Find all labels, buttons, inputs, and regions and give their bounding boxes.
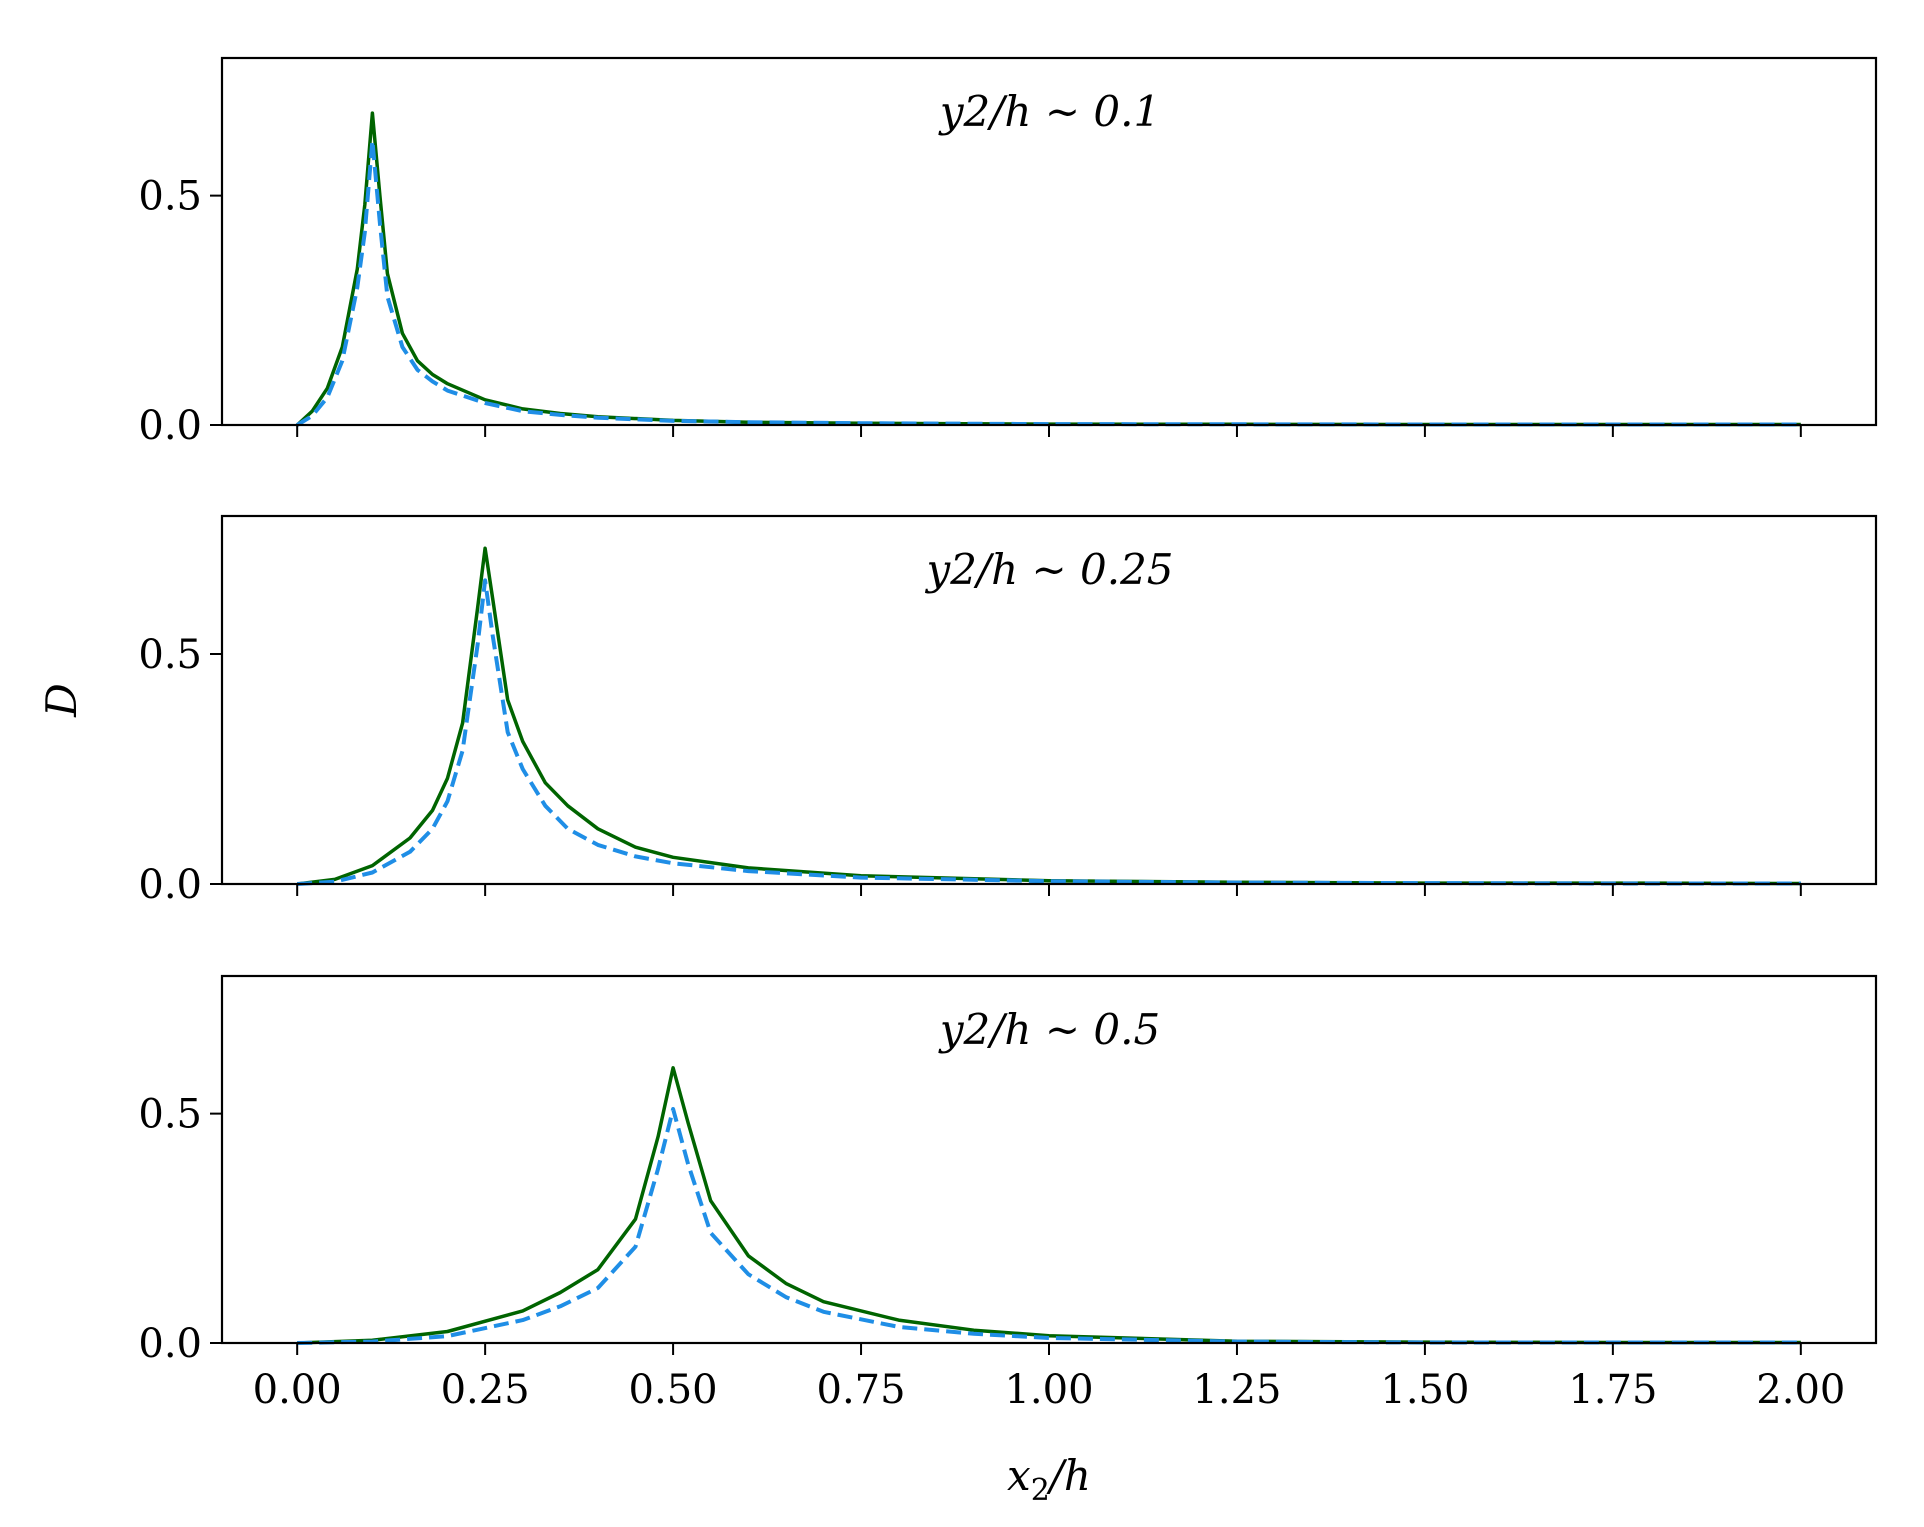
subplot-3: 0.0 0.5 0.00 0.25 0.50 0.75 1.00 1.25 1.50 1.75 2.… xyxy=(138,974,1878,1413)
x-tick-label: 0.75 xyxy=(817,1367,906,1413)
x-tick-label: 0.50 xyxy=(629,1367,718,1413)
x-tick-label: 1.75 xyxy=(1568,1367,1657,1413)
y-tick-label: 0.0 xyxy=(138,403,202,449)
panel-annotation: y2/h ~ 0.25 xyxy=(924,545,1173,594)
subplot-1: 0.0 0.5 y2/h ~ 0.1 xyxy=(138,56,1878,449)
series-solid-line-2 xyxy=(296,546,1801,886)
x-tick-label: 0.00 xyxy=(253,1367,342,1413)
subplot-2: 0.0 0.5 y2/h ~ 0.25 xyxy=(138,514,1878,908)
x-tick-label: 1.00 xyxy=(1004,1367,1093,1413)
y-tick-label: 0.5 xyxy=(138,174,202,220)
series-dashed-line-2 xyxy=(297,578,1801,886)
panel-annotation: y2/h ~ 0.1 xyxy=(938,87,1160,136)
series-solid-line-3 xyxy=(297,1066,1801,1345)
x-tick-label: 1.50 xyxy=(1380,1367,1469,1413)
x-axis-label: x2/h xyxy=(1007,1451,1091,1508)
y-tick-label: 0.0 xyxy=(138,1321,202,1367)
x-tick-label: 2.00 xyxy=(1756,1367,1845,1413)
x-tick-label: 1.25 xyxy=(1192,1367,1281,1413)
y-tick-label: 0.0 xyxy=(138,862,202,908)
panel-annotation: y2/h ~ 0.5 xyxy=(938,1005,1160,1054)
y-tick-label: 0.5 xyxy=(138,1092,202,1138)
series-dashed-line-1 xyxy=(296,138,1801,427)
series-dashed-line-3 xyxy=(297,1107,1801,1345)
y-axis-label: D xyxy=(37,683,86,718)
x-tick-label: 0.25 xyxy=(441,1367,530,1413)
series-solid-line-1 xyxy=(296,111,1801,427)
y-tick-label: 0.5 xyxy=(138,632,202,678)
